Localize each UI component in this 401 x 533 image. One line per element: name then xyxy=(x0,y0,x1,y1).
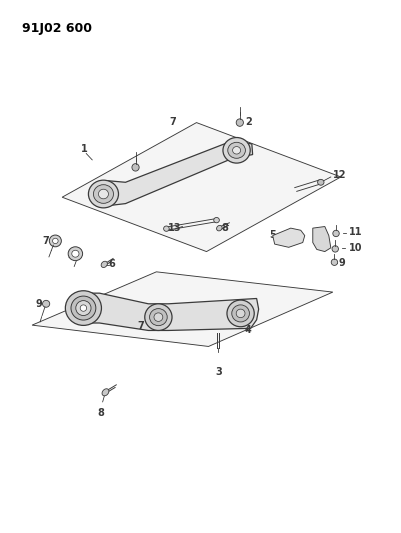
Ellipse shape xyxy=(68,247,83,261)
Polygon shape xyxy=(273,228,305,247)
Ellipse shape xyxy=(233,147,241,154)
Text: 4: 4 xyxy=(245,326,251,335)
Text: 91J02 600: 91J02 600 xyxy=(22,22,92,35)
Ellipse shape xyxy=(93,185,113,203)
Text: 7: 7 xyxy=(169,117,176,126)
Ellipse shape xyxy=(72,250,79,257)
Text: 7: 7 xyxy=(137,321,144,331)
Ellipse shape xyxy=(214,217,219,223)
Ellipse shape xyxy=(101,261,107,268)
Text: 11: 11 xyxy=(349,228,363,237)
Ellipse shape xyxy=(154,313,163,321)
Ellipse shape xyxy=(99,189,108,199)
Ellipse shape xyxy=(236,119,243,126)
Text: 8: 8 xyxy=(97,408,105,418)
Ellipse shape xyxy=(71,296,96,320)
Polygon shape xyxy=(32,272,333,346)
Text: 2: 2 xyxy=(245,117,252,126)
Polygon shape xyxy=(313,227,331,252)
Ellipse shape xyxy=(236,309,245,318)
Ellipse shape xyxy=(43,301,50,307)
Text: 6: 6 xyxy=(108,259,115,269)
Ellipse shape xyxy=(227,300,254,327)
Text: 13: 13 xyxy=(168,223,181,233)
Ellipse shape xyxy=(331,259,338,265)
Text: 3: 3 xyxy=(215,367,222,377)
Ellipse shape xyxy=(76,301,91,316)
Text: 10: 10 xyxy=(349,243,363,253)
Ellipse shape xyxy=(232,305,249,322)
Ellipse shape xyxy=(49,235,61,247)
Polygon shape xyxy=(107,141,253,206)
Ellipse shape xyxy=(150,309,167,326)
Text: 12: 12 xyxy=(333,170,346,180)
Ellipse shape xyxy=(88,180,119,208)
Polygon shape xyxy=(73,293,259,330)
Ellipse shape xyxy=(132,164,139,171)
Ellipse shape xyxy=(333,230,339,237)
Text: 9: 9 xyxy=(36,299,43,309)
Text: 8: 8 xyxy=(221,223,228,233)
Ellipse shape xyxy=(65,291,101,325)
Text: 9: 9 xyxy=(339,259,346,268)
Text: 2: 2 xyxy=(67,250,73,260)
Ellipse shape xyxy=(53,238,58,244)
Ellipse shape xyxy=(217,225,222,231)
Ellipse shape xyxy=(318,179,324,185)
Ellipse shape xyxy=(164,226,169,231)
Ellipse shape xyxy=(102,389,109,396)
Ellipse shape xyxy=(332,246,338,252)
Ellipse shape xyxy=(80,305,87,311)
Polygon shape xyxy=(62,123,341,252)
Ellipse shape xyxy=(223,138,250,163)
Text: 1: 1 xyxy=(81,144,87,154)
Text: 5: 5 xyxy=(269,230,276,239)
Ellipse shape xyxy=(145,304,172,330)
Text: 7: 7 xyxy=(43,236,49,246)
Ellipse shape xyxy=(228,142,245,158)
